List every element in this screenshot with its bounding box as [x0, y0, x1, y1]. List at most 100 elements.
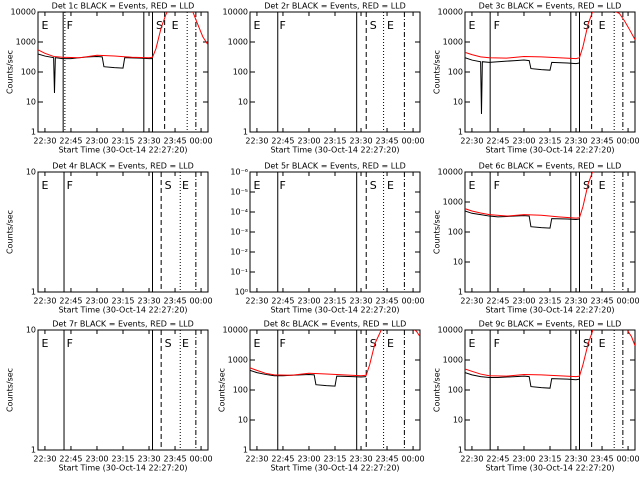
y-axis-label: Counts/sec — [6, 210, 15, 254]
x-tick-label: 22:30 — [33, 137, 56, 146]
y-tick-label: 100 — [233, 386, 248, 395]
y-tick-label: 10⁻⁶ — [230, 168, 248, 177]
x-tick-label: 22:45 — [271, 455, 294, 464]
panel-title: Det 4r BLACK = Events, RED = LLD — [52, 162, 194, 171]
y-tick-label: 1000 — [228, 38, 248, 47]
y-tick-label: 1 — [31, 446, 36, 455]
x-tick-label: 22:30 — [245, 455, 268, 464]
event-letter: E — [387, 337, 394, 350]
series-line — [465, 12, 635, 60]
x-tick-label: 23:15 — [538, 297, 561, 306]
x-axis-label: Start Time (30-Oct-14 22:27:20) — [485, 146, 614, 155]
y-tick-label: 100 — [21, 68, 36, 77]
x-tick-label: 23:15 — [538, 137, 561, 146]
panel-title: Det 3c BLACK = Events, RED = LLD — [479, 2, 622, 11]
event-letter: E — [41, 179, 48, 192]
x-tick-label: 22:45 — [486, 137, 509, 146]
event-letter: E — [387, 19, 394, 32]
x-tick-label: 00:00 — [402, 137, 425, 146]
x-tick-label: 23:15 — [111, 297, 134, 306]
event-letter: E — [599, 337, 606, 350]
panel-title: Det 7r BLACK = Events, RED = LLD — [52, 320, 194, 329]
y-tick-label: 10 — [26, 326, 36, 335]
y-tick-label: 10⁻⁴ — [230, 208, 248, 217]
y-tick-label: 10000 — [223, 326, 248, 335]
x-tick-label: 23:15 — [323, 137, 346, 146]
event-letter: E — [599, 19, 606, 32]
x-tick-label: 23:00 — [297, 455, 320, 464]
x-tick-label: 23:45 — [164, 137, 187, 146]
y-axis-label: Counts/sec — [433, 210, 442, 254]
y-tick-label: 10⁻⁵ — [230, 188, 248, 197]
x-tick-label: 22:45 — [59, 137, 82, 146]
x-tick-label: 23:00 — [297, 137, 320, 146]
event-letter: F — [279, 337, 285, 350]
event-letter: S — [583, 19, 590, 32]
x-tick-label: 22:30 — [245, 297, 268, 306]
x-axis-label: Start Time (30-Oct-14 22:27:20) — [58, 146, 187, 155]
x-tick-label: 23:30 — [564, 137, 587, 146]
x-axis-label: Start Time (30-Oct-14 22:27:20) — [485, 464, 614, 473]
x-tick-label: 23:00 — [85, 455, 108, 464]
y-tick-label: 1000 — [228, 356, 248, 365]
y-tick-label: 10⁻² — [230, 248, 248, 257]
x-tick-label: 23:45 — [164, 297, 187, 306]
x-tick-label: 23:00 — [85, 137, 108, 146]
x-tick-label: 22:30 — [245, 137, 268, 146]
event-letter: S — [583, 337, 590, 350]
event-letter: F — [494, 337, 500, 350]
x-tick-label: 23:15 — [111, 137, 134, 146]
x-tick-label: 23:30 — [349, 137, 372, 146]
event-letter: S — [370, 179, 377, 192]
x-tick-label: 22:30 — [33, 455, 56, 464]
event-letter: E — [41, 19, 48, 32]
series-line — [250, 369, 367, 387]
event-letter: F — [67, 179, 73, 192]
y-tick-label: 1000 — [16, 38, 36, 47]
y-tick-label: 10⁻³ — [230, 228, 248, 237]
y-tick-label: 10 — [453, 416, 463, 425]
x-tick-label: 00:00 — [190, 297, 213, 306]
y-tick-label: 100 — [233, 68, 248, 77]
y-tick-label: 100 — [448, 228, 463, 237]
x-tick-label: 00:00 — [617, 297, 640, 306]
event-letter: E — [253, 179, 260, 192]
y-tick-label: 1 — [458, 446, 463, 455]
x-tick-label: 23:30 — [564, 297, 587, 306]
x-tick-label: 23:30 — [137, 455, 160, 464]
x-axis-label: Start Time (30-Oct-14 22:27:20) — [270, 464, 399, 473]
y-tick-label: 10 — [26, 98, 36, 107]
y-tick-label: 1 — [243, 128, 248, 137]
x-tick-label: 23:00 — [85, 297, 108, 306]
event-letter: E — [468, 19, 475, 32]
y-tick-label: 1 — [458, 288, 463, 297]
y-axis-label: Counts/sec — [218, 368, 227, 412]
event-letter: E — [41, 337, 48, 350]
y-tick-label: 10 — [238, 98, 248, 107]
x-axis-label: Start Time (30-Oct-14 22:27:20) — [58, 306, 187, 315]
x-tick-label: 23:45 — [376, 455, 399, 464]
y-tick-label: 1 — [458, 128, 463, 137]
event-letter: F — [494, 19, 500, 32]
x-tick-label: 23:15 — [111, 455, 134, 464]
event-letter: E — [599, 179, 606, 192]
event-letter: F — [279, 19, 285, 32]
series-line — [250, 330, 420, 377]
x-tick-label: 23:15 — [323, 297, 346, 306]
x-tick-label: 00:00 — [402, 297, 425, 306]
series-line — [465, 172, 594, 219]
event-letter: F — [67, 19, 73, 32]
x-tick-label: 00:00 — [617, 137, 640, 146]
x-axis-label: Start Time (30-Oct-14 22:27:20) — [58, 464, 187, 473]
x-tick-label: 22:45 — [486, 297, 509, 306]
event-letter: F — [494, 179, 500, 192]
x-tick-label: 23:45 — [376, 137, 399, 146]
panel-title: Det 5r BLACK = Events, RED = LLD — [264, 162, 406, 171]
x-tick-label: 23:00 — [512, 455, 535, 464]
event-letter: S — [165, 337, 172, 350]
event-letter: E — [182, 337, 189, 350]
y-tick-label: 10⁻¹ — [230, 268, 248, 277]
y-tick-label: 10 — [453, 98, 463, 107]
